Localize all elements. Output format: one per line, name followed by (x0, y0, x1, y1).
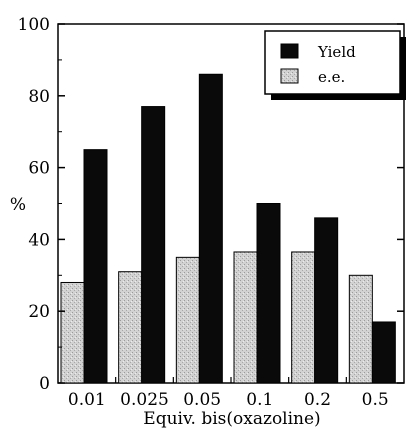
y-tick-label: 40 (28, 230, 50, 250)
x-tick-label: 0.1 (246, 390, 273, 410)
bar-ee-0.5 (348, 274, 373, 384)
legend-swatch-ee (280, 68, 299, 84)
legend-label-yield: Yield (317, 43, 356, 61)
legend-label-ee: e.e. (318, 68, 345, 86)
bar-yield-0.2 (314, 217, 339, 384)
bar-yield-0.1 (256, 203, 281, 384)
y-tick-label: 20 (28, 302, 50, 322)
x-tick-label: 0.025 (120, 390, 169, 410)
x-tick-label: 0.01 (68, 390, 106, 410)
y-tick-label: 0 (39, 374, 50, 394)
bar-ee-0.2 (291, 251, 316, 384)
bar-yield-0.05 (198, 73, 223, 384)
x-axis-label: Equiv. bis(oxazoline) (143, 409, 320, 428)
bar-ee-0.01 (60, 281, 85, 384)
legend-swatch-yield (280, 43, 299, 59)
x-tick-label: 0.5 (362, 390, 389, 410)
bar-yield-0.5 (371, 321, 396, 384)
legend: Yield e.e. (264, 30, 406, 100)
y-tick-label: 80 (28, 87, 50, 107)
bars-group (60, 73, 396, 384)
x-tick-label: 0.05 (183, 390, 221, 410)
bar-ee-0.05 (175, 256, 200, 384)
bar-ee-0.025 (118, 271, 143, 384)
y-axis-label: % (10, 195, 26, 215)
y-tick-label: 60 (28, 159, 50, 179)
x-tick-label: 0.2 (304, 390, 331, 410)
bar-yield-0.025 (141, 106, 166, 384)
y-axis-ticks: 0 20 40 60 80 100 (18, 15, 404, 394)
bar-yield-0.01 (83, 149, 108, 384)
y-tick-label: 100 (18, 15, 50, 35)
bar-ee-0.1 (233, 251, 258, 384)
x-axis-ticks: 0.01 0.025 0.05 0.1 0.2 0.5 (68, 377, 389, 410)
